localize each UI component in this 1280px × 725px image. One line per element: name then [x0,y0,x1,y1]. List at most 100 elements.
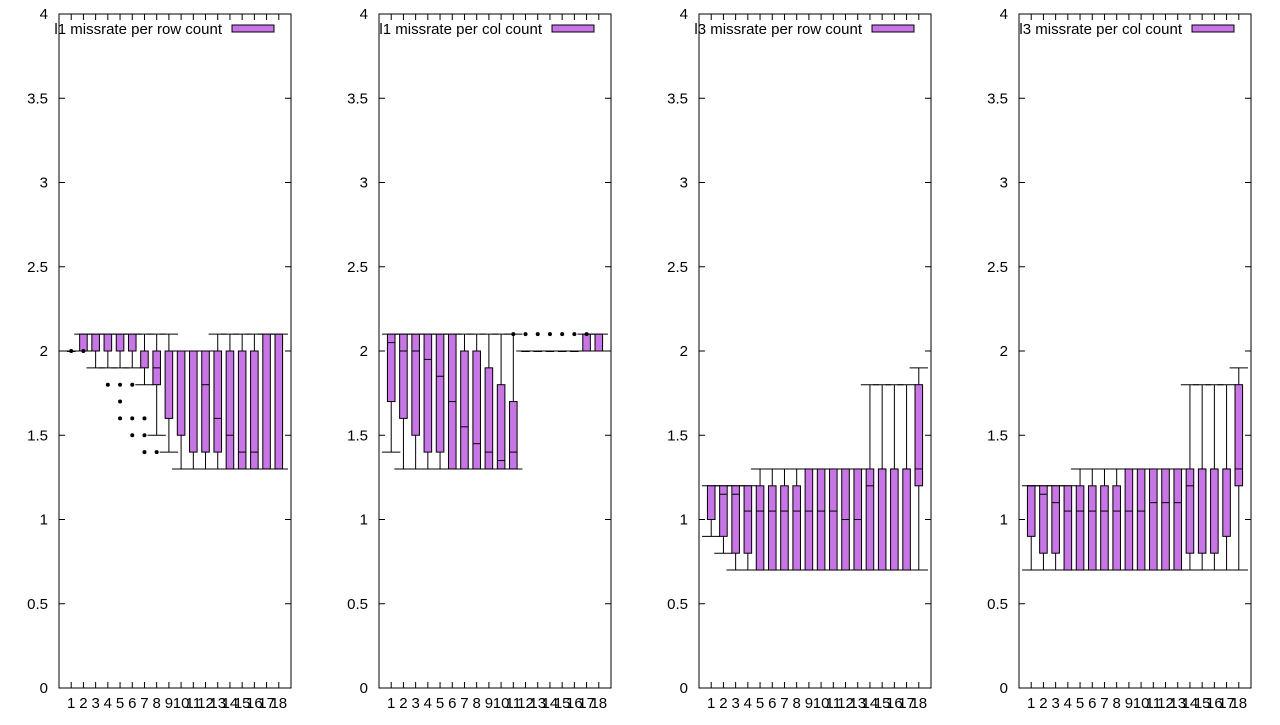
box-bar [582,333,591,352]
x-tick-label: 10 [173,695,190,712]
y-tick-label: 3 [40,175,48,192]
legend-label: l1 missrate per col count [379,21,542,38]
box-bar [816,468,826,571]
y-tick-label: 4 [680,6,688,23]
y-tick-label: 1 [680,512,688,529]
y-tick-label: 2.5 [987,259,1008,276]
x-tick-label: 16 [566,695,583,712]
legend-swatch [551,24,595,33]
y-tick-label: 2 [680,343,688,360]
box-bar [1136,468,1146,571]
x-tick-label: 15 [554,695,571,712]
x-tick-label: 11 [1146,695,1162,712]
box-bar [189,350,198,453]
x-tick-label: 3 [731,695,739,712]
x-tick-label: 4 [424,695,432,712]
box-bar [1210,468,1219,554]
x-tick-label: 17 [258,695,275,712]
box-bar [1051,485,1060,554]
plot-frame [1018,13,1252,689]
box-bar [1124,468,1134,571]
y-tick-label: 1 [40,512,48,529]
y-tick-label: 0 [680,680,688,697]
y-tick-label: 1 [360,512,368,529]
box-bar [1149,468,1158,571]
x-tick-label: 3 [411,695,419,712]
box-bar [411,333,420,436]
box-bar [509,401,518,470]
x-tick-label: 13 [529,695,546,712]
outlier-point [142,416,147,421]
box-bar [115,333,125,352]
chart-panel-2: 00.511.522.533.541 2 3 4 5 6 7 8 9 10111213141516… [347,6,612,712]
x-tick-label: 18 [590,695,607,712]
box-bar [1112,485,1121,571]
y-tick-label: 2.5 [347,259,368,276]
outlier-point [130,382,135,387]
x-tick-label: 7 [780,695,788,712]
outlier-point [118,382,123,387]
x-tick-label: 6 [128,695,136,712]
x-tick-label: 2 [399,695,407,712]
x-tick-label: 4 [104,695,112,712]
outlier-point [511,332,516,337]
x-tick-label: 8 [793,695,801,712]
x-tick-label: 13 [209,695,226,712]
outlier-point [142,450,147,455]
x-tick-label: 1 [1027,695,1035,712]
outlier-point [142,433,147,438]
x-tick-label: 17 [898,695,915,712]
x-tick-label: 9 [805,695,813,712]
x-tick-label: 1 [707,695,715,712]
box-bar [755,485,765,571]
box-bar [1197,468,1207,554]
box-bar [79,333,88,352]
x-tick-label: 10 [1133,695,1150,712]
box-bar [225,350,235,470]
x-tick-label: 12 [1157,695,1174,712]
x-tick-label: 5 [116,695,124,712]
y-tick-label: 1 [1000,512,1008,529]
box-bar [719,485,728,537]
box-bar [127,333,137,352]
outlier-point [523,332,528,337]
y-tick-label: 3 [1000,175,1008,192]
x-tick-label: 15 [1194,695,1211,712]
outlier-point [154,450,159,455]
legend-swatch [231,24,275,33]
x-tick-label: 16 [886,695,903,712]
y-tick-label: 3.5 [667,90,688,107]
y-tick-label: 2.5 [27,259,48,276]
y-tick-label: 1.5 [347,427,368,444]
outlier-point [81,349,86,353]
y-tick-label: 2 [360,343,368,360]
outlier-point [547,332,552,337]
box-bar [213,350,223,453]
y-tick-label: 3.5 [27,90,48,107]
x-tick-label: 9 [165,695,173,712]
legend-swatch [871,24,915,33]
outlier-point [560,332,565,337]
y-tick-label: 0.5 [987,596,1008,613]
box-bar [1063,485,1073,571]
x-tick-label: 5 [756,695,764,712]
x-tick-label: 6 [768,695,776,712]
box-bar [164,350,174,419]
box-bar [237,350,247,470]
box-bar [1185,468,1195,554]
x-tick-label: 6 [1088,695,1096,712]
x-tick-label: 9 [1125,695,1133,712]
chart-panel-3: 00.511.522.533.541 2 3 4 5 6 7 8 9 10111213141516… [667,6,932,712]
box-bar [877,468,887,571]
box-bar [914,384,924,487]
box-bar [706,485,716,520]
x-tick-label: 7 [140,695,148,712]
box-bar [460,350,469,470]
y-tick-label: 4 [360,6,368,23]
x-tick-label: 8 [153,695,161,712]
box-bar [1075,485,1085,571]
x-tick-label: 7 [460,695,468,712]
x-tick-label: 12 [517,695,534,712]
